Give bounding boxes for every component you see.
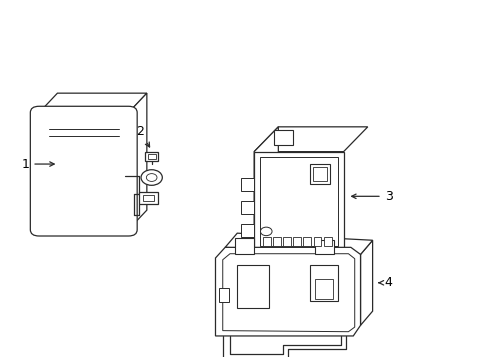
Circle shape bbox=[146, 174, 157, 181]
Bar bbox=[240, 224, 254, 237]
Bar bbox=[312, 167, 326, 181]
Bar bbox=[272, 237, 280, 246]
Bar bbox=[142, 195, 154, 201]
Polygon shape bbox=[234, 238, 254, 255]
Polygon shape bbox=[224, 233, 372, 255]
Bar bbox=[139, 192, 158, 204]
Bar bbox=[240, 201, 254, 214]
Text: 3: 3 bbox=[351, 190, 392, 203]
Circle shape bbox=[260, 227, 271, 236]
Bar bbox=[323, 237, 331, 246]
Bar bbox=[283, 237, 290, 246]
Text: 2: 2 bbox=[136, 125, 149, 147]
Polygon shape bbox=[215, 247, 360, 336]
Polygon shape bbox=[360, 240, 372, 325]
Bar bbox=[273, 130, 292, 145]
Bar bbox=[309, 164, 329, 184]
Bar bbox=[237, 265, 268, 307]
Bar bbox=[254, 152, 343, 251]
Bar bbox=[219, 288, 228, 302]
Circle shape bbox=[141, 170, 162, 185]
Bar bbox=[303, 237, 310, 246]
Bar bbox=[313, 237, 321, 246]
Bar bbox=[309, 265, 337, 301]
Polygon shape bbox=[128, 93, 146, 230]
Bar bbox=[293, 237, 301, 246]
Polygon shape bbox=[314, 240, 333, 255]
Bar bbox=[147, 154, 155, 159]
Polygon shape bbox=[254, 127, 367, 152]
Bar bbox=[260, 157, 337, 246]
Polygon shape bbox=[223, 254, 354, 332]
Text: 1: 1 bbox=[21, 158, 54, 171]
Bar bbox=[240, 178, 254, 191]
Bar bbox=[314, 279, 332, 299]
Bar bbox=[263, 237, 270, 246]
Polygon shape bbox=[254, 127, 278, 251]
Polygon shape bbox=[39, 93, 146, 113]
FancyBboxPatch shape bbox=[30, 106, 137, 236]
Text: 4: 4 bbox=[378, 276, 392, 289]
Bar bbox=[144, 152, 158, 161]
